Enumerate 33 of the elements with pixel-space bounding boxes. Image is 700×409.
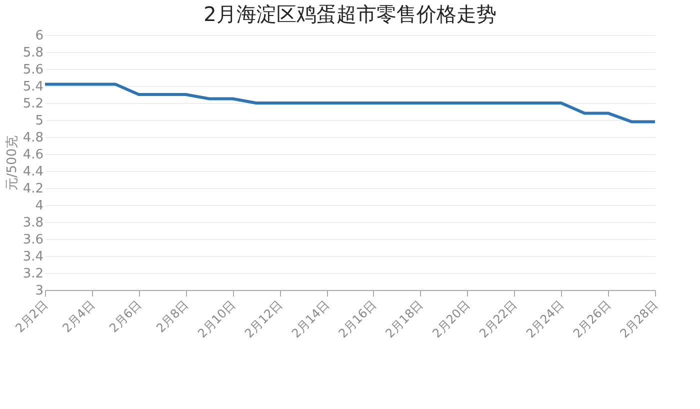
- x-tick-label: 2月22日: [476, 298, 520, 341]
- x-tick-label: 2月14日: [288, 298, 332, 341]
- x-tick-label: 2月26日: [570, 298, 614, 341]
- x-tick-label: 2月24日: [524, 298, 567, 341]
- y-tick-label: 5.2: [22, 96, 44, 112]
- y-tick-label: 6: [35, 28, 44, 44]
- y-tick-label: 4.4: [22, 164, 44, 180]
- y-tick-label: 3.4: [22, 250, 44, 264]
- y-tick-label: 4.8: [22, 130, 44, 146]
- y-tick-label: 3: [35, 284, 44, 298]
- line-series: [44, 82, 656, 124]
- y-tick-label: 4: [35, 198, 44, 214]
- y-tick-label: 5: [35, 114, 44, 128]
- x-tick-label: 2月18日: [382, 298, 426, 341]
- y-tick-label: 4.6: [22, 148, 44, 162]
- y-tick-label: 3.8: [22, 216, 44, 230]
- y-tick-label: 3.2: [22, 266, 44, 282]
- x-tick-label: 2月8日: [154, 298, 192, 336]
- y-tick-label: 5.8: [22, 46, 44, 60]
- x-tick-label: 2月4日: [60, 298, 98, 336]
- x-tick-label: 2月6日: [106, 298, 144, 336]
- chart-title: 2月海淀区鸡蛋超市零售价格走势: [204, 2, 496, 26]
- x-tick-label: 2月20日: [430, 298, 473, 341]
- y-tick-label: 5.6: [22, 62, 44, 78]
- y-tick-label: 4.2: [22, 182, 44, 196]
- y-tick-label: 3.6: [22, 232, 44, 248]
- x-tick-label: 2月12日: [242, 298, 286, 341]
- x-tick-label: 2月2日: [12, 298, 50, 336]
- x-tick-label: 2月10日: [195, 298, 238, 341]
- y-tick-label: 5.4: [22, 80, 44, 94]
- x-tick-label: 2月28日: [617, 298, 660, 341]
- y-axis-title: 元/500克: [4, 135, 20, 191]
- x-tick-label: 2月16日: [336, 298, 379, 341]
